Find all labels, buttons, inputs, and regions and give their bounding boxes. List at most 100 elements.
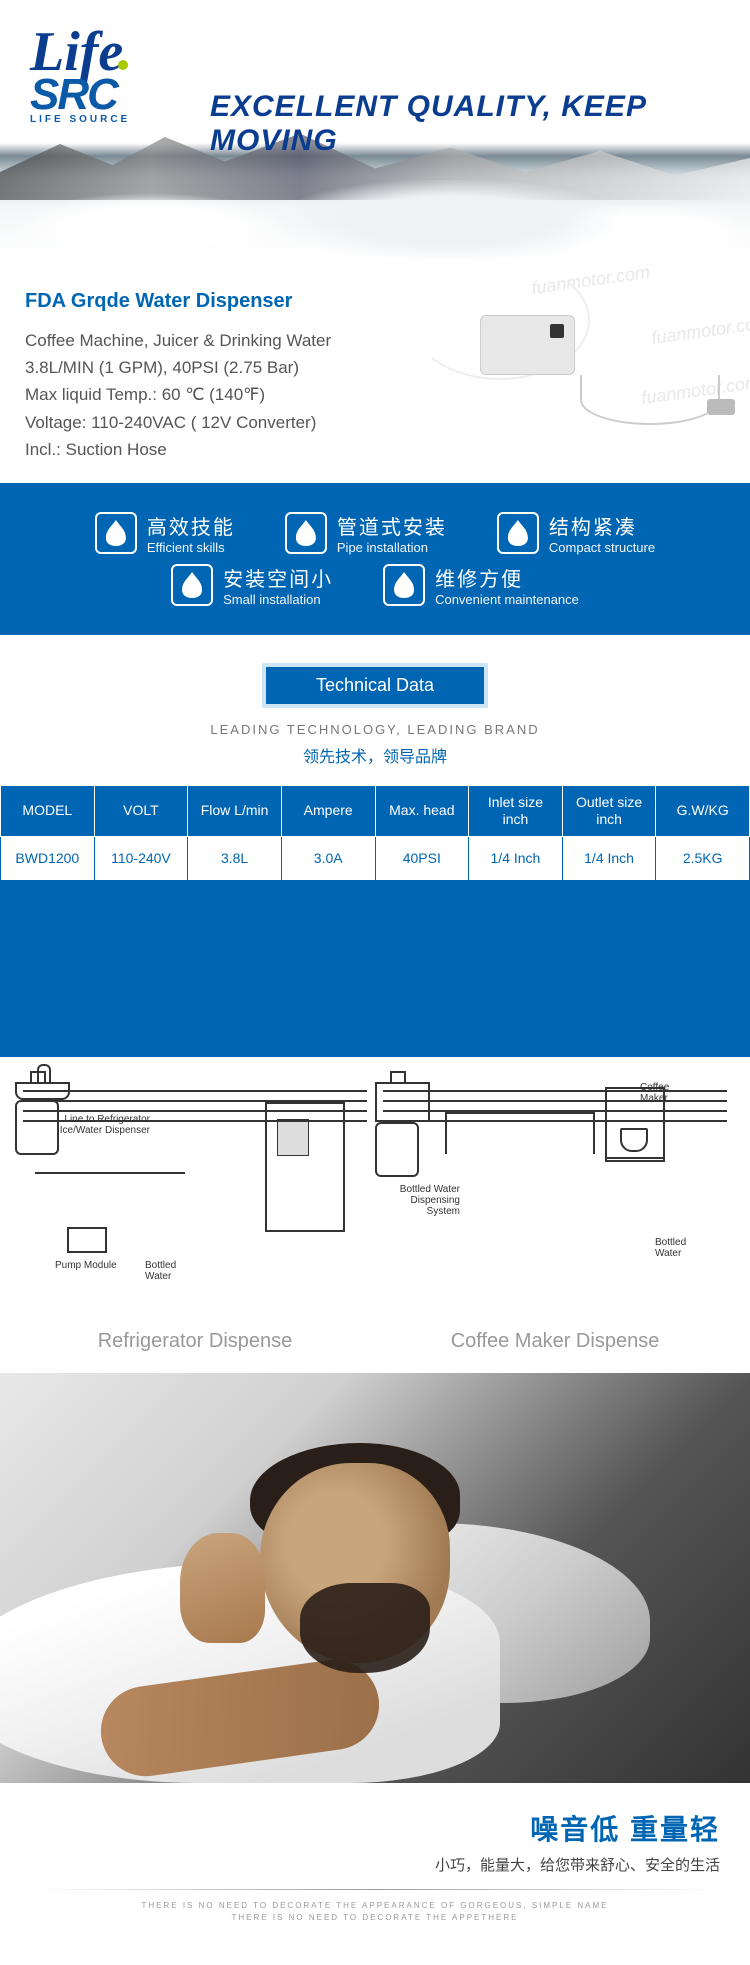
feature-cn: 管道式安装 bbox=[337, 511, 447, 540]
logo-dot-icon bbox=[118, 60, 128, 70]
table-cell: 3.8L bbox=[188, 836, 282, 880]
table-header-cell: VOLT bbox=[94, 785, 188, 836]
feature-item: 高效技能Efficient skills bbox=[95, 511, 235, 555]
table-cell: 110-240V bbox=[94, 836, 188, 880]
brand-logo: Life SRC LIFE SOURCE bbox=[30, 30, 130, 125]
counter-line bbox=[35, 1172, 185, 1174]
table-header-cell: Inlet sizeinch bbox=[469, 785, 563, 836]
table-cell bbox=[375, 968, 469, 1012]
plug-art bbox=[707, 399, 735, 415]
table-cell bbox=[94, 880, 188, 924]
feature-en: Small installation bbox=[223, 592, 333, 607]
diagram-title: Coffee Maker Dispense bbox=[375, 1330, 735, 1353]
clouds-art bbox=[0, 180, 750, 260]
table-cell bbox=[562, 924, 656, 968]
table-header-cell: G.W/KG bbox=[656, 785, 750, 836]
product-section: fuanmotor.com fuanmotor.com fuanmotor.co… bbox=[0, 260, 750, 483]
table-cell bbox=[375, 924, 469, 968]
lifestyle-image bbox=[0, 1373, 750, 1783]
diagram-coffee: CoffeeMaker Bottled WaterDispensing Syst… bbox=[375, 1082, 735, 1353]
shelf-line bbox=[445, 1112, 595, 1114]
feature-en: Compact structure bbox=[549, 540, 655, 555]
table-cell bbox=[94, 968, 188, 1012]
table-cell bbox=[656, 880, 750, 924]
table-header-cell: Flow L/min bbox=[188, 785, 282, 836]
feature-en: Convenient maintenance bbox=[435, 592, 579, 607]
tech-subtitle-cn: 领先技术，领导品牌 bbox=[0, 743, 750, 767]
pump-device-art bbox=[480, 315, 575, 375]
table-cell bbox=[188, 924, 282, 968]
table-cell bbox=[562, 1012, 656, 1056]
footer-tiny: THERE IS NO NEED TO DECORATE THE APPEARA… bbox=[30, 1900, 720, 1913]
table-cell bbox=[656, 968, 750, 1012]
logo-life: Life bbox=[30, 30, 130, 75]
table-header-cell: Max. head bbox=[375, 785, 469, 836]
divider-line bbox=[30, 1889, 720, 1890]
flame-icon bbox=[171, 564, 213, 606]
bottle-icon bbox=[375, 1122, 419, 1177]
table-cell bbox=[375, 1012, 469, 1056]
feature-cn: 安装空间小 bbox=[223, 563, 333, 592]
product-image bbox=[430, 275, 690, 445]
table-cell bbox=[562, 968, 656, 1012]
features-row: 安装空间小Small installation 维修方便Convenient ma… bbox=[30, 563, 720, 607]
table-row bbox=[1, 924, 750, 968]
table-cell bbox=[281, 1012, 375, 1056]
flame-icon bbox=[285, 512, 327, 554]
table-header-cell: Outlet sizeinch bbox=[562, 785, 656, 836]
table-cell bbox=[1, 968, 95, 1012]
feature-cn: 维修方便 bbox=[435, 563, 579, 592]
feature-cn: 结构紧凑 bbox=[549, 511, 655, 540]
table-cell bbox=[281, 968, 375, 1012]
flame-icon bbox=[497, 512, 539, 554]
footer-section: 噪音低 重量轻 小巧，能量大，给您带来舒心、安全的生活 THERE IS NO … bbox=[0, 1783, 750, 1965]
feature-item: 安装空间小Small installation bbox=[171, 563, 333, 607]
flame-icon bbox=[383, 564, 425, 606]
logo-src: SRC bbox=[30, 75, 130, 115]
table-cell bbox=[281, 924, 375, 968]
power-cord-art bbox=[580, 375, 720, 425]
table-cell bbox=[1, 880, 95, 924]
feature-en: Efficient skills bbox=[147, 540, 235, 555]
tech-subtitle: LEADING TECHNOLOGY, LEADING BRAND bbox=[0, 722, 750, 737]
product-page: { "colors": { "brand_blue":"#0066b3", "l… bbox=[0, 0, 750, 1965]
table-cell bbox=[469, 924, 563, 968]
table-cell bbox=[656, 1012, 750, 1056]
table-cell: 3.0A bbox=[281, 836, 375, 880]
dispense-system-icon bbox=[375, 1082, 430, 1122]
footer-subline: 小巧，能量大，给您带来舒心、安全的生活 bbox=[30, 1854, 720, 1875]
table-row bbox=[1, 968, 750, 1012]
table-cell bbox=[469, 880, 563, 924]
flame-icon bbox=[95, 512, 137, 554]
table-cell bbox=[94, 1012, 188, 1056]
tech-tab: Technical Data bbox=[262, 663, 488, 708]
table-header-cell: Ampere bbox=[281, 785, 375, 836]
diagram-refrigerator: Line to RefrigeratorIce/Water Dispenser … bbox=[15, 1082, 375, 1353]
slogan-text: EXCELLENT QUALITY, KEEP MOVING bbox=[210, 90, 750, 158]
diagram-title: Refrigerator Dispense bbox=[15, 1330, 375, 1353]
table-cell: 2.5KG bbox=[656, 836, 750, 880]
table-header-row: MODELVOLTFlow L/minAmpereMax. headInlet … bbox=[1, 785, 750, 836]
feature-item: 维修方便Convenient maintenance bbox=[383, 563, 579, 607]
diagram-label: CoffeeMaker bbox=[640, 1082, 669, 1104]
table-cell: 40PSI bbox=[375, 836, 469, 880]
table-cell bbox=[469, 1012, 563, 1056]
table-cell bbox=[1, 924, 95, 968]
footer-headline: 噪音低 重量轻 bbox=[30, 1808, 720, 1848]
table-cell bbox=[656, 924, 750, 968]
beard-art bbox=[300, 1583, 430, 1673]
hand-art bbox=[180, 1533, 265, 1643]
table-header-cell: MODEL bbox=[1, 785, 95, 836]
features-band: 高效技能Efficient skills 管道式安装Pipe installati… bbox=[0, 483, 750, 635]
table-cell bbox=[562, 880, 656, 924]
feature-item: 结构紧凑Compact structure bbox=[497, 511, 655, 555]
feature-en: Pipe installation bbox=[337, 540, 447, 555]
diagram-label: BottledWater bbox=[655, 1237, 686, 1259]
diagrams-section: Line to RefrigeratorIce/Water Dispenser … bbox=[0, 1057, 750, 1373]
diagram-label: Pump Module bbox=[55, 1260, 117, 1271]
tech-data-table: MODELVOLTFlow L/minAmpereMax. headInlet … bbox=[0, 785, 750, 1057]
table-cell bbox=[469, 968, 563, 1012]
feature-cn: 高效技能 bbox=[147, 511, 235, 540]
table-cell bbox=[281, 880, 375, 924]
table-cell bbox=[375, 880, 469, 924]
